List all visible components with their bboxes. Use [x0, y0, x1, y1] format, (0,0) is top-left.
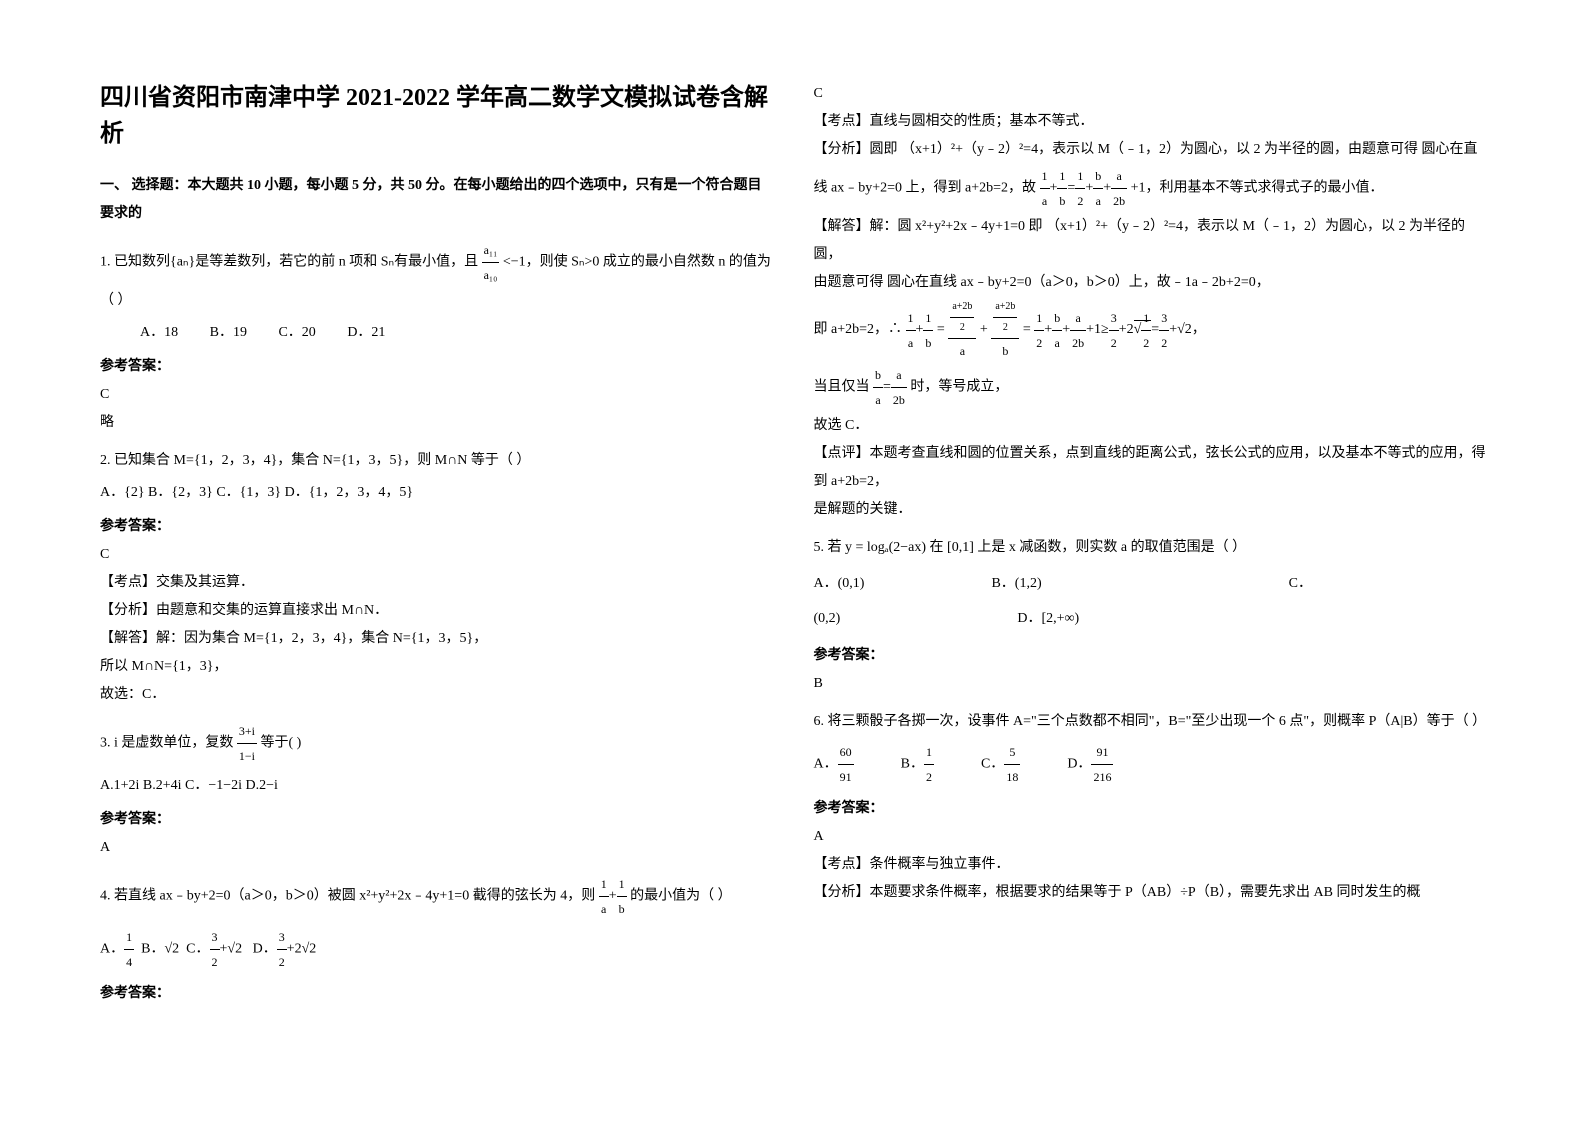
- q3-options: A.1+2i B.2+4i C．−1−2i D.2−i: [100, 772, 774, 800]
- q1-text-a: 1. 已知数列{aₙ}是等差数列，若它的前 n 项和 Sₙ有最小值，且: [100, 255, 478, 270]
- q4-dianping-2: 是解题的关键．: [814, 496, 1488, 524]
- q4-opt-c-pre: C．: [186, 942, 209, 957]
- question-3: 3. i 是虚数单位，复数 3+i 1−i 等于( ): [100, 719, 774, 768]
- question-1: 1. 已知数列{aₙ}是等差数列，若它的前 n 项和 Sₙ有最小值，且 a₁₁ …: [100, 238, 774, 315]
- q4-jieda-5: 故选 C．: [814, 412, 1488, 440]
- q4-fenxi: 【分析】圆即 （x+1）²+（y﹣2）²=4，表示以 M（﹣1，2）为圆心，以 …: [814, 136, 1488, 213]
- q3-fraction: 3+i 1−i: [237, 719, 257, 768]
- q5-options: A．(0,1) B．(1,2) C． (0,2) D．[2,+∞): [814, 566, 1488, 636]
- q5-func: y = logₐ(2−ax): [845, 540, 926, 555]
- q1-frac-den: a₁₀: [482, 263, 500, 287]
- q2-kaodian: 【考点】交集及其运算．: [100, 569, 774, 597]
- q1-answer-label: 参考答案：: [100, 353, 774, 381]
- q4-options: A．14 B．√2 C．32+√2 D．32+2√2: [100, 925, 774, 974]
- q3-text-b: 等于( ): [261, 736, 302, 751]
- q5-interval: [0,1]: [947, 540, 974, 555]
- q4-jieda-2: 由题意可得 圆心在直线 ax﹣by+2=0（a＞0，b＞0）上，故﹣1a﹣2b+…: [814, 269, 1488, 297]
- q4-opt-a-pre: A．: [100, 942, 124, 957]
- q2-options: A．{2} B．{2，3} C．{1，3} D．{1，2，3，4，5}: [100, 479, 774, 507]
- q3-frac-num: 3+i: [237, 719, 257, 744]
- q4-opt-d-pre: D．: [253, 942, 277, 957]
- q3-frac-den: 1−i: [237, 744, 257, 768]
- q5-answer-label: 参考答案：: [814, 642, 1488, 670]
- q3-answer: A: [100, 834, 774, 862]
- q5-answer: B: [814, 670, 1488, 698]
- q2-jieda-3: 故选：C．: [100, 681, 774, 709]
- q4-opt-c-frac: 32: [210, 925, 220, 974]
- q1-opt-c: C．20: [278, 319, 315, 347]
- q5-opt-d: [2,+∞): [1041, 611, 1079, 626]
- q1-fraction: a₁₁ a₁₀: [482, 238, 500, 287]
- q1-frac-num: a₁₁: [482, 238, 500, 263]
- q6-answer: A: [814, 823, 1488, 851]
- q1-opt-a: A．18: [140, 319, 178, 347]
- q6-opt-a-frac: 6091: [838, 740, 854, 789]
- document-title: 四川省资阳市南津中学 2021-2022 学年高二数学文模拟试卷含解析: [100, 80, 774, 152]
- question-5: 5. 若 y = logₐ(2−ax) 在 [0,1] 上是 x 减函数，则实数…: [814, 534, 1488, 562]
- question-4: 4. 若直线 ax﹣by+2=0（a＞0，b＞0）被圆 x²+y²+2x﹣4y+…: [100, 872, 774, 921]
- q4-jieda-1: 【解答】解：圆 x²+y²+2x﹣4y+1=0 即 （x+1）²+（y﹣2）²=…: [814, 213, 1488, 269]
- q4-opt-d-post: +2√2: [287, 942, 317, 957]
- right-column: C 【考点】直线与圆相交的性质；基本不等式． 【分析】圆即 （x+1）²+（y﹣…: [814, 80, 1488, 1042]
- q4-dianping: 【点评】本题考查直线和圆的位置关系，点到直线的距离公式，弦长公式的应用，以及基本…: [814, 440, 1488, 496]
- q2-answer-label: 参考答案：: [100, 513, 774, 541]
- left-column: 四川省资阳市南津中学 2021-2022 学年高二数学文模拟试卷含解析 一、 选…: [100, 80, 774, 1042]
- q4-jieda-4: 当且仅当 ba=a2b 时，等号成立，: [814, 363, 1488, 412]
- q5-opt-b: (1,2): [1015, 576, 1042, 591]
- q4-text-a: 4. 若直线 ax﹣by+2=0（a＞0，b＞0）被圆 x²+y²+2x﹣4y+…: [100, 889, 595, 904]
- q1-opt-d: D．21: [347, 319, 385, 347]
- q4-opt-c-post: +√2: [220, 942, 243, 957]
- q1-answer: C: [100, 381, 774, 409]
- q6-kaodian: 【考点】条件概率与独立事件．: [814, 851, 1488, 879]
- q6-options: A．6091 B．12 C．518 D．91216: [814, 740, 1488, 789]
- q4-opt-a-frac: 14: [124, 925, 134, 974]
- q4-opt-b: B．√2: [141, 942, 179, 957]
- q6-fenxi: 【分析】本题要求条件概率，根据要求的结果等于 P（AB）÷P（B），需要先求出 …: [814, 879, 1488, 907]
- q5-opt-c: (0,2): [814, 611, 841, 626]
- q4-text-b: 的最小值为（ ）: [630, 889, 732, 904]
- q1-opt-b: B．19: [210, 319, 247, 347]
- q4-answer-label: 参考答案：: [100, 980, 774, 1008]
- q1-options: A．18 B．19 C．20 D．21: [100, 319, 774, 347]
- q2-answer: C: [100, 541, 774, 569]
- q5-opt-a: (0,1): [838, 576, 865, 591]
- q3-text-a: 3. i 是虚数单位，复数: [100, 736, 233, 751]
- section-1-header: 一、 选择题：本大题共 10 小题，每小题 5 分，共 50 分。在每小题给出的…: [100, 172, 774, 228]
- q3-answer-label: 参考答案：: [100, 806, 774, 834]
- q4-jieda-3: 即 a+2b=2，∴ 1a+1b = a+2b2a + a+2b2b = 12+…: [814, 297, 1488, 363]
- q4-kaodian: 【考点】直线与圆相交的性质；基本不等式．: [814, 108, 1488, 136]
- question-6: 6. 将三颗骰子各掷一次，设事件 A="三个点数都不相同"，B="至少出现一个 …: [814, 708, 1488, 736]
- q6-opt-d-frac: 91216: [1091, 740, 1113, 789]
- q6-opt-b-frac: 12: [924, 740, 934, 789]
- q4-frac-1: 1a: [599, 872, 609, 921]
- q1-answer-note: 略: [100, 409, 774, 437]
- q4-answer: C: [814, 80, 1488, 108]
- q4-opt-d-frac: 32: [277, 925, 287, 974]
- q2-jieda-2: 所以 M∩N={1，3}，: [100, 653, 774, 681]
- q2-jieda-1: 【解答】解：因为集合 M={1，2，3，4}，集合 N={1，3，5}，: [100, 625, 774, 653]
- q6-answer-label: 参考答案：: [814, 795, 1488, 823]
- q4-frac-2: 1b: [617, 872, 627, 921]
- question-2: 2. 已知集合 M={1，2，3，4}，集合 N={1，3，5}，则 M∩N 等…: [100, 447, 774, 475]
- q2-fenxi: 【分析】由题意和交集的运算直接求出 M∩N．: [100, 597, 774, 625]
- q6-opt-c-frac: 518: [1004, 740, 1020, 789]
